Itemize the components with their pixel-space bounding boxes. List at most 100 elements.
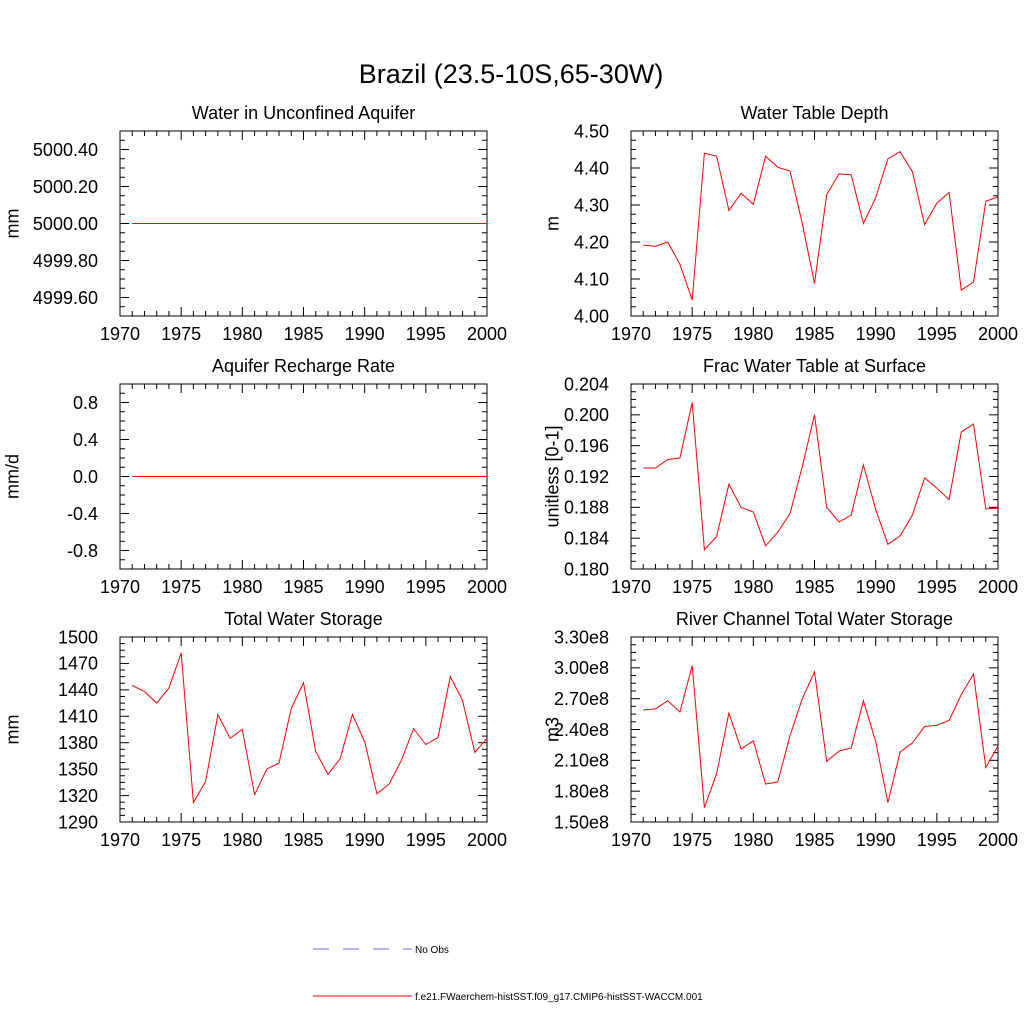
x-tick-label: 1985 <box>283 324 323 344</box>
x-tick-label: 2000 <box>467 577 507 597</box>
y-tick-label: 2.10e8 <box>554 751 609 771</box>
x-tick-label: 1995 <box>917 577 957 597</box>
y-tick-label: 5000.20 <box>33 177 98 197</box>
plot-frame <box>119 636 488 823</box>
plot-frame <box>630 636 999 823</box>
series-line-1 <box>643 665 999 808</box>
y-tick-label: 2.70e8 <box>554 689 609 709</box>
y-axis-label: mm/d <box>2 454 22 499</box>
x-tick-label: 2000 <box>467 324 507 344</box>
chart-panel-5: Total Water Storage mm 1970 1975 1980 1985 199… <box>2 609 507 850</box>
x-tick-label: 1975 <box>161 324 201 344</box>
y-tick-label: 4.40 <box>574 158 609 178</box>
x-tick-label: 1985 <box>794 324 834 344</box>
y-tick-label: 1440 <box>58 680 98 700</box>
y-axis-label: mm <box>2 209 22 239</box>
x-tick-label: 1990 <box>856 577 896 597</box>
legend-model-label: f.e21.FWaerchem-histSST.f09_g17.CMIP6-hi… <box>415 992 703 1003</box>
y-tick-label: -0.4 <box>67 504 98 524</box>
y-axis-label: mm <box>2 715 22 745</box>
x-tick-label: 1995 <box>406 577 446 597</box>
x-tick-label: 1990 <box>345 577 385 597</box>
y-tick-label: 1320 <box>58 786 98 806</box>
panel-title: Aquifer Recharge Rate <box>212 356 395 376</box>
plot-frame <box>630 383 999 570</box>
x-tick-label: 1985 <box>794 577 834 597</box>
chart-panel-2: Water Table Depth m 1970 1975 1980 1985 1990 19… <box>542 103 1018 344</box>
x-tick-label: 1970 <box>611 830 651 850</box>
y-tick-label: 0.204 <box>564 374 609 394</box>
x-tick-label: 1980 <box>733 830 773 850</box>
x-tick-label: 1970 <box>611 324 651 344</box>
y-tick-label: 4.30 <box>574 195 609 215</box>
plot-frame <box>630 130 999 317</box>
x-tick-label: 1990 <box>856 830 896 850</box>
x-tick-label: 2000 <box>978 830 1018 850</box>
x-tick-label: 2000 <box>978 324 1018 344</box>
x-tick-label: 1970 <box>100 577 140 597</box>
x-tick-label: 1975 <box>672 324 712 344</box>
y-tick-label: 5000.40 <box>33 140 98 160</box>
y-tick-label: 0.8 <box>73 393 98 413</box>
legend-obs-label: No Obs <box>415 945 449 956</box>
x-tick-label: 1975 <box>161 577 201 597</box>
x-tick-label: 1980 <box>222 324 262 344</box>
x-tick-label: 1970 <box>100 324 140 344</box>
y-tick-label: 1.50e8 <box>554 812 609 832</box>
x-tick-label: 1970 <box>611 577 651 597</box>
x-tick-label: 1975 <box>672 830 712 850</box>
y-tick-label: 4999.60 <box>33 288 98 308</box>
x-tick-label: 1990 <box>345 324 385 344</box>
x-tick-label: 1980 <box>733 577 773 597</box>
panel-title: Frac Water Table at Surface <box>703 356 926 376</box>
x-tick-label: 1985 <box>283 577 323 597</box>
x-tick-label: 1985 <box>283 830 323 850</box>
chart-panel-4: Frac Water Table at Surface unitless [0-1… <box>542 356 1018 597</box>
y-tick-label: 4.50 <box>574 121 609 141</box>
y-tick-label: 0.192 <box>564 467 609 487</box>
x-tick-label: 1995 <box>406 830 446 850</box>
x-tick-label: 1980 <box>222 830 262 850</box>
y-tick-label: 1290 <box>58 812 98 832</box>
y-axis-label: unitless [0-1] <box>542 425 562 527</box>
figure-title: Brazil (23.5-10S,65-30W) <box>359 59 664 89</box>
panel-title: River Channel Total Water Storage <box>676 609 953 629</box>
y-tick-label: 4.10 <box>574 269 609 289</box>
chart-panel-1: Water in Unconfined Aquifer mm 1970 1975 198… <box>2 103 507 344</box>
y-tick-label: -0.8 <box>67 541 98 561</box>
y-tick-label: 3.30e8 <box>554 627 609 647</box>
y-tick-label: 1380 <box>58 733 98 753</box>
x-tick-label: 2000 <box>978 577 1018 597</box>
y-tick-label: 4.00 <box>574 306 609 326</box>
series-line-1 <box>131 652 488 805</box>
y-axis-label: m <box>542 216 562 231</box>
y-tick-label: 0.180 <box>564 559 609 579</box>
x-tick-label: 1990 <box>856 324 896 344</box>
legend: No Obs f.e21.FWaerchem-histSST.f09_g17.C… <box>313 945 703 1003</box>
y-tick-label: 0.188 <box>564 498 609 518</box>
panel-title: Water in Unconfined Aquifer <box>192 103 415 123</box>
x-tick-label: 1980 <box>733 324 773 344</box>
y-tick-label: 3.00e8 <box>554 658 609 678</box>
chart-panel-3: Aquifer Recharge Rate mm/d 1970 1975 1980 198… <box>2 356 507 597</box>
x-tick-label: 1995 <box>917 324 957 344</box>
x-tick-label: 1985 <box>794 830 834 850</box>
y-tick-label: 5000.00 <box>33 214 98 234</box>
y-tick-label: 4999.80 <box>33 251 98 271</box>
panel-title: Water Table Depth <box>740 103 888 123</box>
y-tick-label: 1410 <box>58 707 98 727</box>
x-tick-label: 1975 <box>161 830 201 850</box>
series-line-1 <box>643 402 999 551</box>
y-tick-label: 1350 <box>58 759 98 779</box>
y-tick-label: 1500 <box>58 627 98 647</box>
x-tick-label: 1995 <box>406 324 446 344</box>
y-tick-label: 0.0 <box>73 467 98 487</box>
y-tick-label: 0.4 <box>73 430 98 450</box>
y-tick-label: 1470 <box>58 654 98 674</box>
y-tick-label: 2.40e8 <box>554 720 609 740</box>
y-tick-label: 0.196 <box>564 436 609 456</box>
x-tick-label: 2000 <box>467 830 507 850</box>
panel-title: Total Water Storage <box>224 609 382 629</box>
